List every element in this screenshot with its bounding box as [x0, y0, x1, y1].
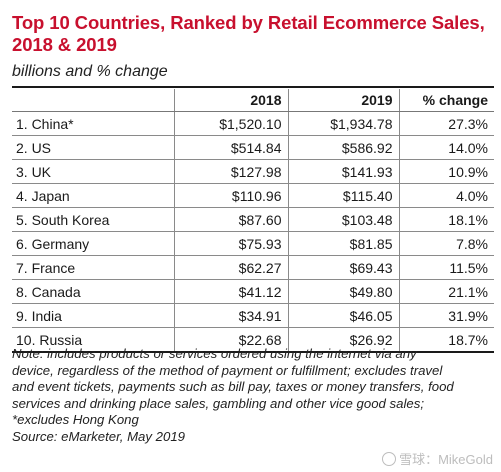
- footnote-line: and event tickets, payments such as bill…: [12, 379, 454, 395]
- value-2019-cell: $115.40: [288, 183, 400, 208]
- change-cell: 14.0%: [399, 135, 494, 160]
- country-cell: 3. UK: [12, 159, 175, 184]
- value-2019-cell: $69.43: [288, 255, 400, 280]
- table-row: 5. South Korea $87.60 $103.48 18.1%: [12, 207, 494, 232]
- value-2018-cell: $127.98: [174, 159, 289, 184]
- change-cell: 10.9%: [399, 159, 494, 184]
- change-cell: 21.1%: [399, 279, 494, 304]
- sales-table: 2018 2019 % change 1. China* $1,520.10 $1,…: [12, 89, 494, 353]
- footnote-line: Note: includes products or services orde…: [12, 346, 417, 361]
- footnote-line: Source: eMarketer, May 2019: [12, 428, 185, 444]
- table-row: 8. Canada $41.12 $49.80 21.1%: [12, 279, 494, 304]
- chart-title-line-2: 2018 & 2019: [12, 34, 117, 55]
- top-rule: [12, 86, 494, 88]
- chart-subtitle: billions and % change: [12, 63, 168, 80]
- chart-title: Top 10 Countries, Ranked by Retail Ecomm…: [12, 12, 492, 56]
- header-2019: 2019: [288, 89, 400, 112]
- header-change: % change: [399, 89, 494, 112]
- snowball-logo-icon: [382, 452, 397, 466]
- value-2018-cell: $87.60: [174, 207, 289, 232]
- table-row: 2. US $514.84 $586.92 14.0%: [12, 135, 494, 160]
- table-row: 6. Germany $75.93 $81.85 7.8%: [12, 231, 494, 256]
- value-2019-cell: $26.92: [288, 327, 400, 353]
- value-2018-cell: $75.93: [174, 231, 289, 256]
- value-2019-cell: $46.05: [288, 303, 400, 328]
- value-2019-cell: $81.85: [288, 231, 400, 256]
- table-row: 1. China* $1,520.10 $1,934.78 27.3%: [12, 111, 494, 136]
- value-2019-cell: $586.92: [288, 135, 400, 160]
- country-cell: 10. Russia: [12, 327, 175, 353]
- country-cell: 7. France: [12, 255, 175, 280]
- value-2018-cell: $514.84: [174, 135, 289, 160]
- header-2018: 2018: [174, 89, 289, 112]
- change-cell: 4.0%: [399, 183, 494, 208]
- value-2018-cell: $34.91: [174, 303, 289, 328]
- change-cell: 18.1%: [399, 207, 494, 232]
- country-cell: 6. Germany: [12, 231, 175, 256]
- table-row: 10. Russia $22.68 $26.92 18.7%: [12, 327, 494, 353]
- watermark: 雪球：MikeGold: [382, 449, 493, 468]
- value-2018-cell: $110.96: [174, 183, 289, 208]
- change-cell: 7.8%: [399, 231, 494, 256]
- footnote-line: services and drinking place sales, gambl…: [12, 395, 424, 411]
- header-country: [12, 89, 175, 112]
- country-cell: 5. South Korea: [12, 207, 175, 232]
- value-2019-cell: $1,934.78: [288, 111, 400, 136]
- table-row: 3. UK $127.98 $141.93 10.9%: [12, 159, 494, 184]
- value-2018-cell: $62.27: [174, 255, 289, 280]
- table-row: 7. France $62.27 $69.43 11.5%: [12, 255, 494, 280]
- value-2019-cell: $49.80: [288, 279, 400, 304]
- country-cell: 1. China*: [12, 111, 175, 136]
- footnote: Note: includes products or services orde…: [12, 346, 496, 446]
- table-body: 1. China* $1,520.10 $1,934.78 27.3% 2. US $51…: [12, 111, 494, 353]
- watermark-text: 雪球：MikeGold: [399, 452, 493, 467]
- value-2018-cell: $1,520.10: [174, 111, 289, 136]
- value-2019-cell: $141.93: [288, 159, 400, 184]
- value-2019-cell: $103.48: [288, 207, 400, 232]
- value-2018-cell: $41.12: [174, 279, 289, 304]
- chart-title-line-1: Top 10 Countries, Ranked by Retail Ecomm…: [12, 12, 485, 33]
- country-cell: 8. Canada: [12, 279, 175, 304]
- table-header-row: 2018 2019 % change: [12, 89, 494, 112]
- change-cell: 27.3%: [399, 111, 494, 136]
- table-row: 9. India $34.91 $46.05 31.9%: [12, 303, 494, 328]
- footnote-line: *excludes Hong Kong: [12, 412, 139, 428]
- value-2018-cell: $22.68: [174, 327, 289, 353]
- country-cell: 9. India: [12, 303, 175, 328]
- change-cell: 31.9%: [399, 303, 494, 328]
- table-row: 4. Japan $110.96 $115.40 4.0%: [12, 183, 494, 208]
- change-cell: 18.7%: [399, 327, 494, 353]
- footnote-line: device, regardless of the method of paym…: [12, 362, 443, 378]
- change-cell: 11.5%: [399, 255, 494, 280]
- country-cell: 2. US: [12, 135, 175, 160]
- country-cell: 4. Japan: [12, 183, 175, 208]
